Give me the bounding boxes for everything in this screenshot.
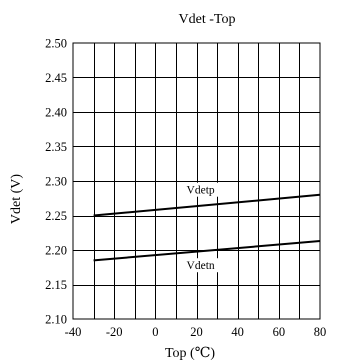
- series-label-vdetn: Vdetn: [187, 260, 215, 272]
- series-label-background: [180, 182, 221, 197]
- series-lines: [93, 193, 321, 262]
- x-tick-label: 0: [152, 325, 158, 339]
- y-tick-label: 2.40: [45, 106, 67, 120]
- plot-grid: [73, 43, 320, 319]
- series-label-background: [180, 258, 221, 273]
- y-tick-label: 2.15: [45, 278, 67, 292]
- y-tick-label: 2.20: [45, 244, 67, 258]
- series-line-vdetn: [93, 240, 321, 262]
- series-label-vdetp: Vdetp: [187, 185, 215, 197]
- y-tick-label: 2.30: [45, 175, 67, 189]
- x-axis-title: Top (℃): [165, 346, 215, 361]
- y-tick-label: 2.45: [45, 71, 67, 85]
- y-axis-title: Vdet (V): [9, 174, 24, 224]
- series-labels: Vdetp Vdetn: [180, 182, 221, 273]
- x-tick-label: 80: [314, 325, 327, 339]
- plot-frame: [72, 42, 321, 320]
- y-tick-label: 2.35: [45, 140, 67, 154]
- x-tick-label: -40: [65, 325, 82, 339]
- series-line-vdetp: [93, 193, 321, 217]
- y-tick-label: 2.25: [45, 209, 67, 223]
- x-tick-label: 40: [231, 325, 244, 339]
- chart-title: Vdet -Top: [179, 12, 236, 27]
- x-tick-label: -20: [106, 325, 123, 339]
- x-tick-label: 60: [273, 325, 286, 339]
- x-tick-label: 20: [190, 325, 203, 339]
- y-axis-ticks: 2.10 2.15 2.20 2.25 2.30 2.35 2.40 2.45 2.50: [45, 37, 67, 327]
- y-tick-label: 2.50: [45, 37, 67, 51]
- y-tick-label: 2.10: [45, 313, 67, 327]
- x-axis-ticks: -40 -20 0 20 40 60 80: [65, 325, 327, 339]
